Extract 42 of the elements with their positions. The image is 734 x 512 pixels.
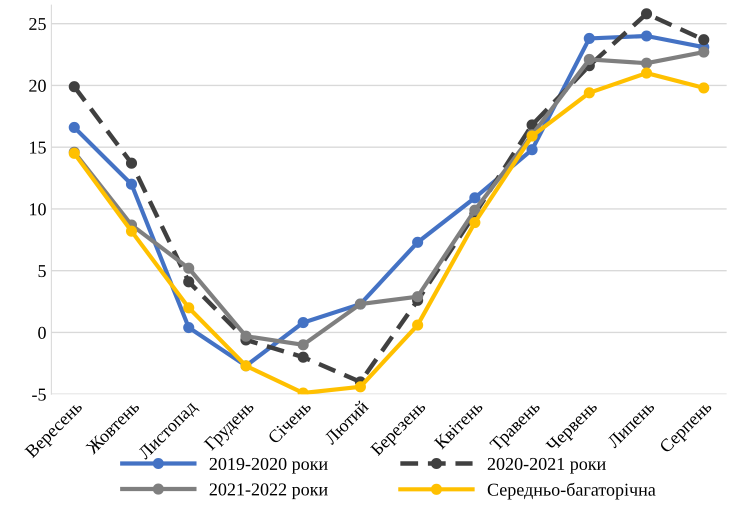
point (183, 276, 194, 288)
point (240, 330, 252, 342)
point (126, 158, 138, 169)
point (126, 226, 138, 237)
y-tick-label: 5 (38, 265, 46, 278)
y-tick-label: 15 (30, 142, 46, 154)
point (584, 54, 595, 66)
y-tick-label: 0 (38, 326, 46, 339)
point (354, 381, 366, 392)
legend-label: 2019-2020 роки (210, 458, 328, 474)
point (183, 302, 194, 314)
point (412, 320, 424, 331)
point (469, 204, 480, 216)
legend-label: 2021-2022 роки (210, 483, 328, 500)
point (698, 46, 710, 58)
point (640, 30, 652, 42)
point (126, 178, 138, 190)
point (183, 322, 194, 334)
point (640, 8, 652, 20)
point (412, 291, 424, 302)
point (469, 192, 480, 204)
point (298, 317, 309, 328)
point (412, 236, 424, 248)
point (584, 87, 595, 98)
point (298, 339, 309, 350)
y-tick-label: 20 (29, 80, 46, 92)
y-tick-label: 25 (29, 18, 46, 30)
point (584, 32, 595, 44)
point (698, 82, 710, 94)
legend-label: 2020-2021 роки (488, 458, 606, 474)
point (183, 262, 194, 274)
point (526, 144, 538, 156)
point (68, 81, 80, 92)
point (298, 352, 309, 363)
point (640, 58, 652, 69)
y-tick-label: 10 (30, 203, 46, 216)
legend-label: Середньо-багаторічна (488, 482, 656, 500)
y-tick-label: -5 (32, 388, 46, 401)
point (469, 216, 480, 228)
point (640, 68, 652, 79)
point (698, 34, 710, 46)
point (68, 122, 80, 133)
